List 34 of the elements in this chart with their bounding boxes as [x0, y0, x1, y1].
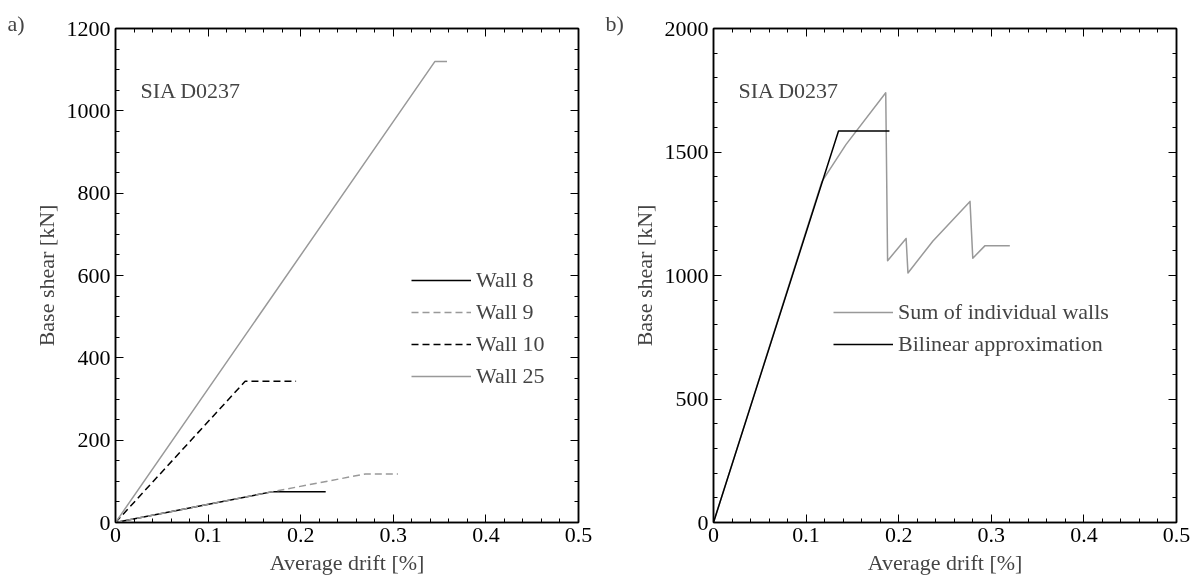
y-tick-label: 1000 — [664, 262, 709, 288]
y-tick-label: 1200 — [66, 15, 111, 41]
chart-title: a) — [7, 10, 25, 36]
y-tick-label: 400 — [77, 344, 111, 370]
x-axis-title: Average drift [%] — [269, 549, 425, 575]
y-tick-label: 500 — [675, 386, 709, 411]
x-tick-label: 0.4 — [1070, 521, 1098, 547]
y-axis-title: Base shear [kN] — [33, 204, 59, 347]
y-tick-label: 800 — [77, 180, 111, 206]
x-tick-label: 0.2 — [884, 521, 913, 547]
x-tick-label: 0.3 — [379, 521, 408, 547]
legend-label: Wall 25 — [476, 363, 545, 389]
annotation: SIA D0237 — [140, 77, 241, 103]
y-tick-label: 200 — [77, 427, 111, 453]
y-tick-label: 1000 — [66, 97, 111, 123]
x-axis-title: Average drift [%] — [867, 549, 1023, 575]
x-tick-label: 0.1 — [792, 521, 820, 547]
y-tick-label: 1500 — [664, 139, 709, 164]
legend-label: Wall 10 — [476, 331, 545, 357]
x-tick-label: 0.2 — [286, 521, 315, 547]
x-tick-label: 0.5 — [564, 521, 593, 547]
chart-title: b) — [605, 10, 624, 36]
y-axis-title: Base shear [kN] — [631, 204, 657, 347]
x-tick-label: 0.3 — [977, 521, 1006, 547]
x-tick-label: 0.1 — [194, 521, 222, 547]
annotation: SIA D0237 — [738, 77, 839, 103]
x-tick-label: 0.4 — [472, 521, 500, 547]
y-tick-label: 600 — [77, 262, 111, 288]
x-tick-label: 0.5 — [1162, 521, 1191, 547]
legend-label: Wall 8 — [476, 267, 534, 293]
legend-label: Sum of individual walls — [898, 299, 1109, 325]
legend-label: Bilinear approximation — [898, 331, 1103, 357]
legend-label: Wall 9 — [476, 299, 534, 325]
y-tick-label: 2000 — [664, 15, 709, 41]
